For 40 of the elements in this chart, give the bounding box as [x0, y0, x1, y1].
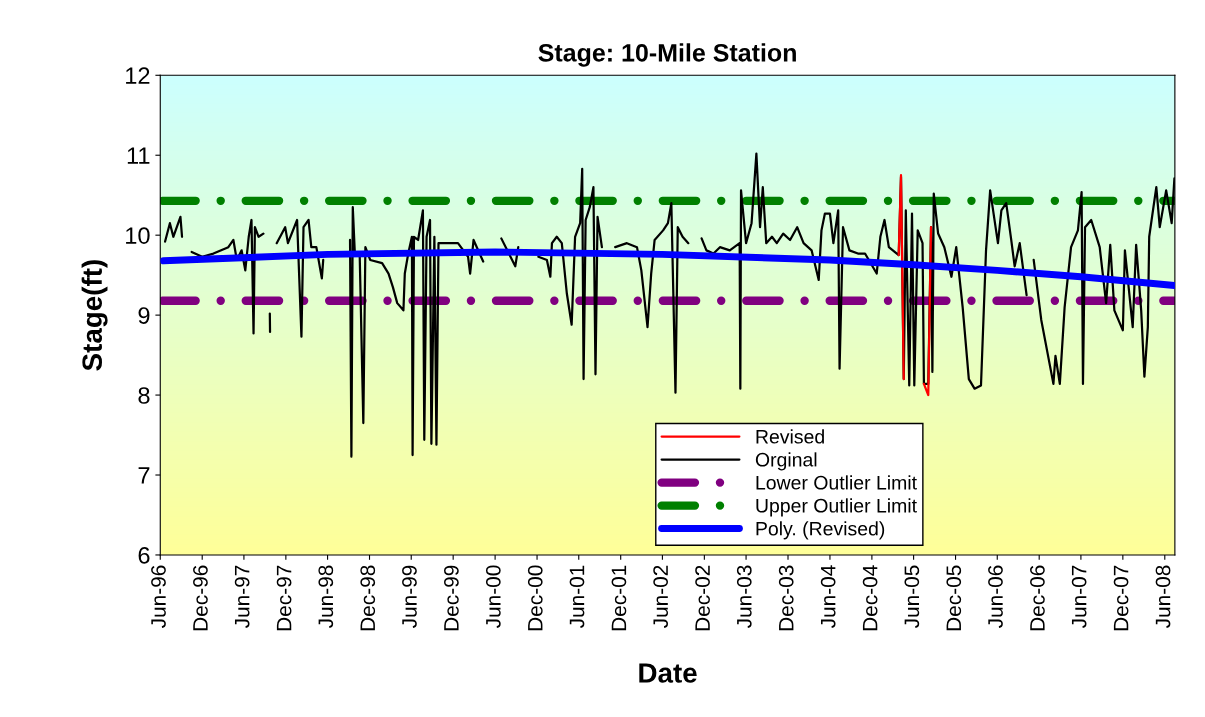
- x-tick-label: Dec-05: [946, 565, 962, 631]
- y-tick-label: 11: [127, 147, 150, 164]
- x-tick-label: Dec-01: [611, 565, 627, 631]
- x-tick-label: Jun-06: [988, 565, 1003, 629]
- y-tick-label: 6: [138, 547, 150, 564]
- x-tick-label: Dec-98: [360, 565, 376, 631]
- x-tick-label: Dec-03: [778, 565, 794, 631]
- legend-label: Upper Outlier Limit: [756, 498, 917, 517]
- x-tick-label: Dec-97: [276, 565, 292, 631]
- legend-label: Poly. (Revised): [756, 521, 885, 540]
- x-tick-label: Dec-00: [527, 565, 543, 631]
- x-tick-label: Jun-97: [234, 565, 250, 629]
- y-tick-label: 12: [126, 67, 150, 84]
- x-tick-label: Jun-04: [820, 565, 836, 629]
- x-tick-label: Jun-07: [1071, 565, 1087, 629]
- y-axis-title: Stage(ft): [81, 260, 108, 371]
- x-axis-title: Date: [639, 663, 697, 683]
- x-tick-label: Jun-01: [569, 565, 585, 629]
- x-tick-label: Dec-02: [695, 565, 710, 631]
- chart-title: Stage: 10-Mile Station: [538, 43, 796, 67]
- x-tick-label: Jun-99: [402, 565, 417, 629]
- legend-label: Orginal: [755, 452, 817, 471]
- x-tick-label: Dec-96: [193, 565, 208, 631]
- x-tick-label: Jun-03: [736, 565, 752, 629]
- x-tick-label: Jun-08: [1155, 565, 1171, 629]
- y-tick-label: 9: [138, 307, 150, 324]
- x-tick-label: Jun-96: [151, 565, 166, 629]
- x-tick-label: Dec-07: [1113, 565, 1129, 631]
- x-tick-label: Jun-98: [318, 565, 334, 629]
- x-tick-label: Jun-02: [653, 565, 669, 629]
- legend-label: Lower Outlier Limit: [756, 475, 917, 490]
- y-tick-label: 7: [138, 467, 150, 484]
- x-tick-label: Dec-06: [1030, 565, 1045, 631]
- x-tick-label: Dec-99: [444, 565, 459, 631]
- x-tick-label: Jun-00: [485, 565, 501, 629]
- x-tick-label: Dec-04: [862, 565, 878, 631]
- y-tick-label: 10: [126, 227, 150, 244]
- legend-label: Revised: [756, 429, 824, 444]
- y-tick-label: 8: [138, 387, 150, 404]
- x-tick-label: Jun-05: [904, 565, 920, 629]
